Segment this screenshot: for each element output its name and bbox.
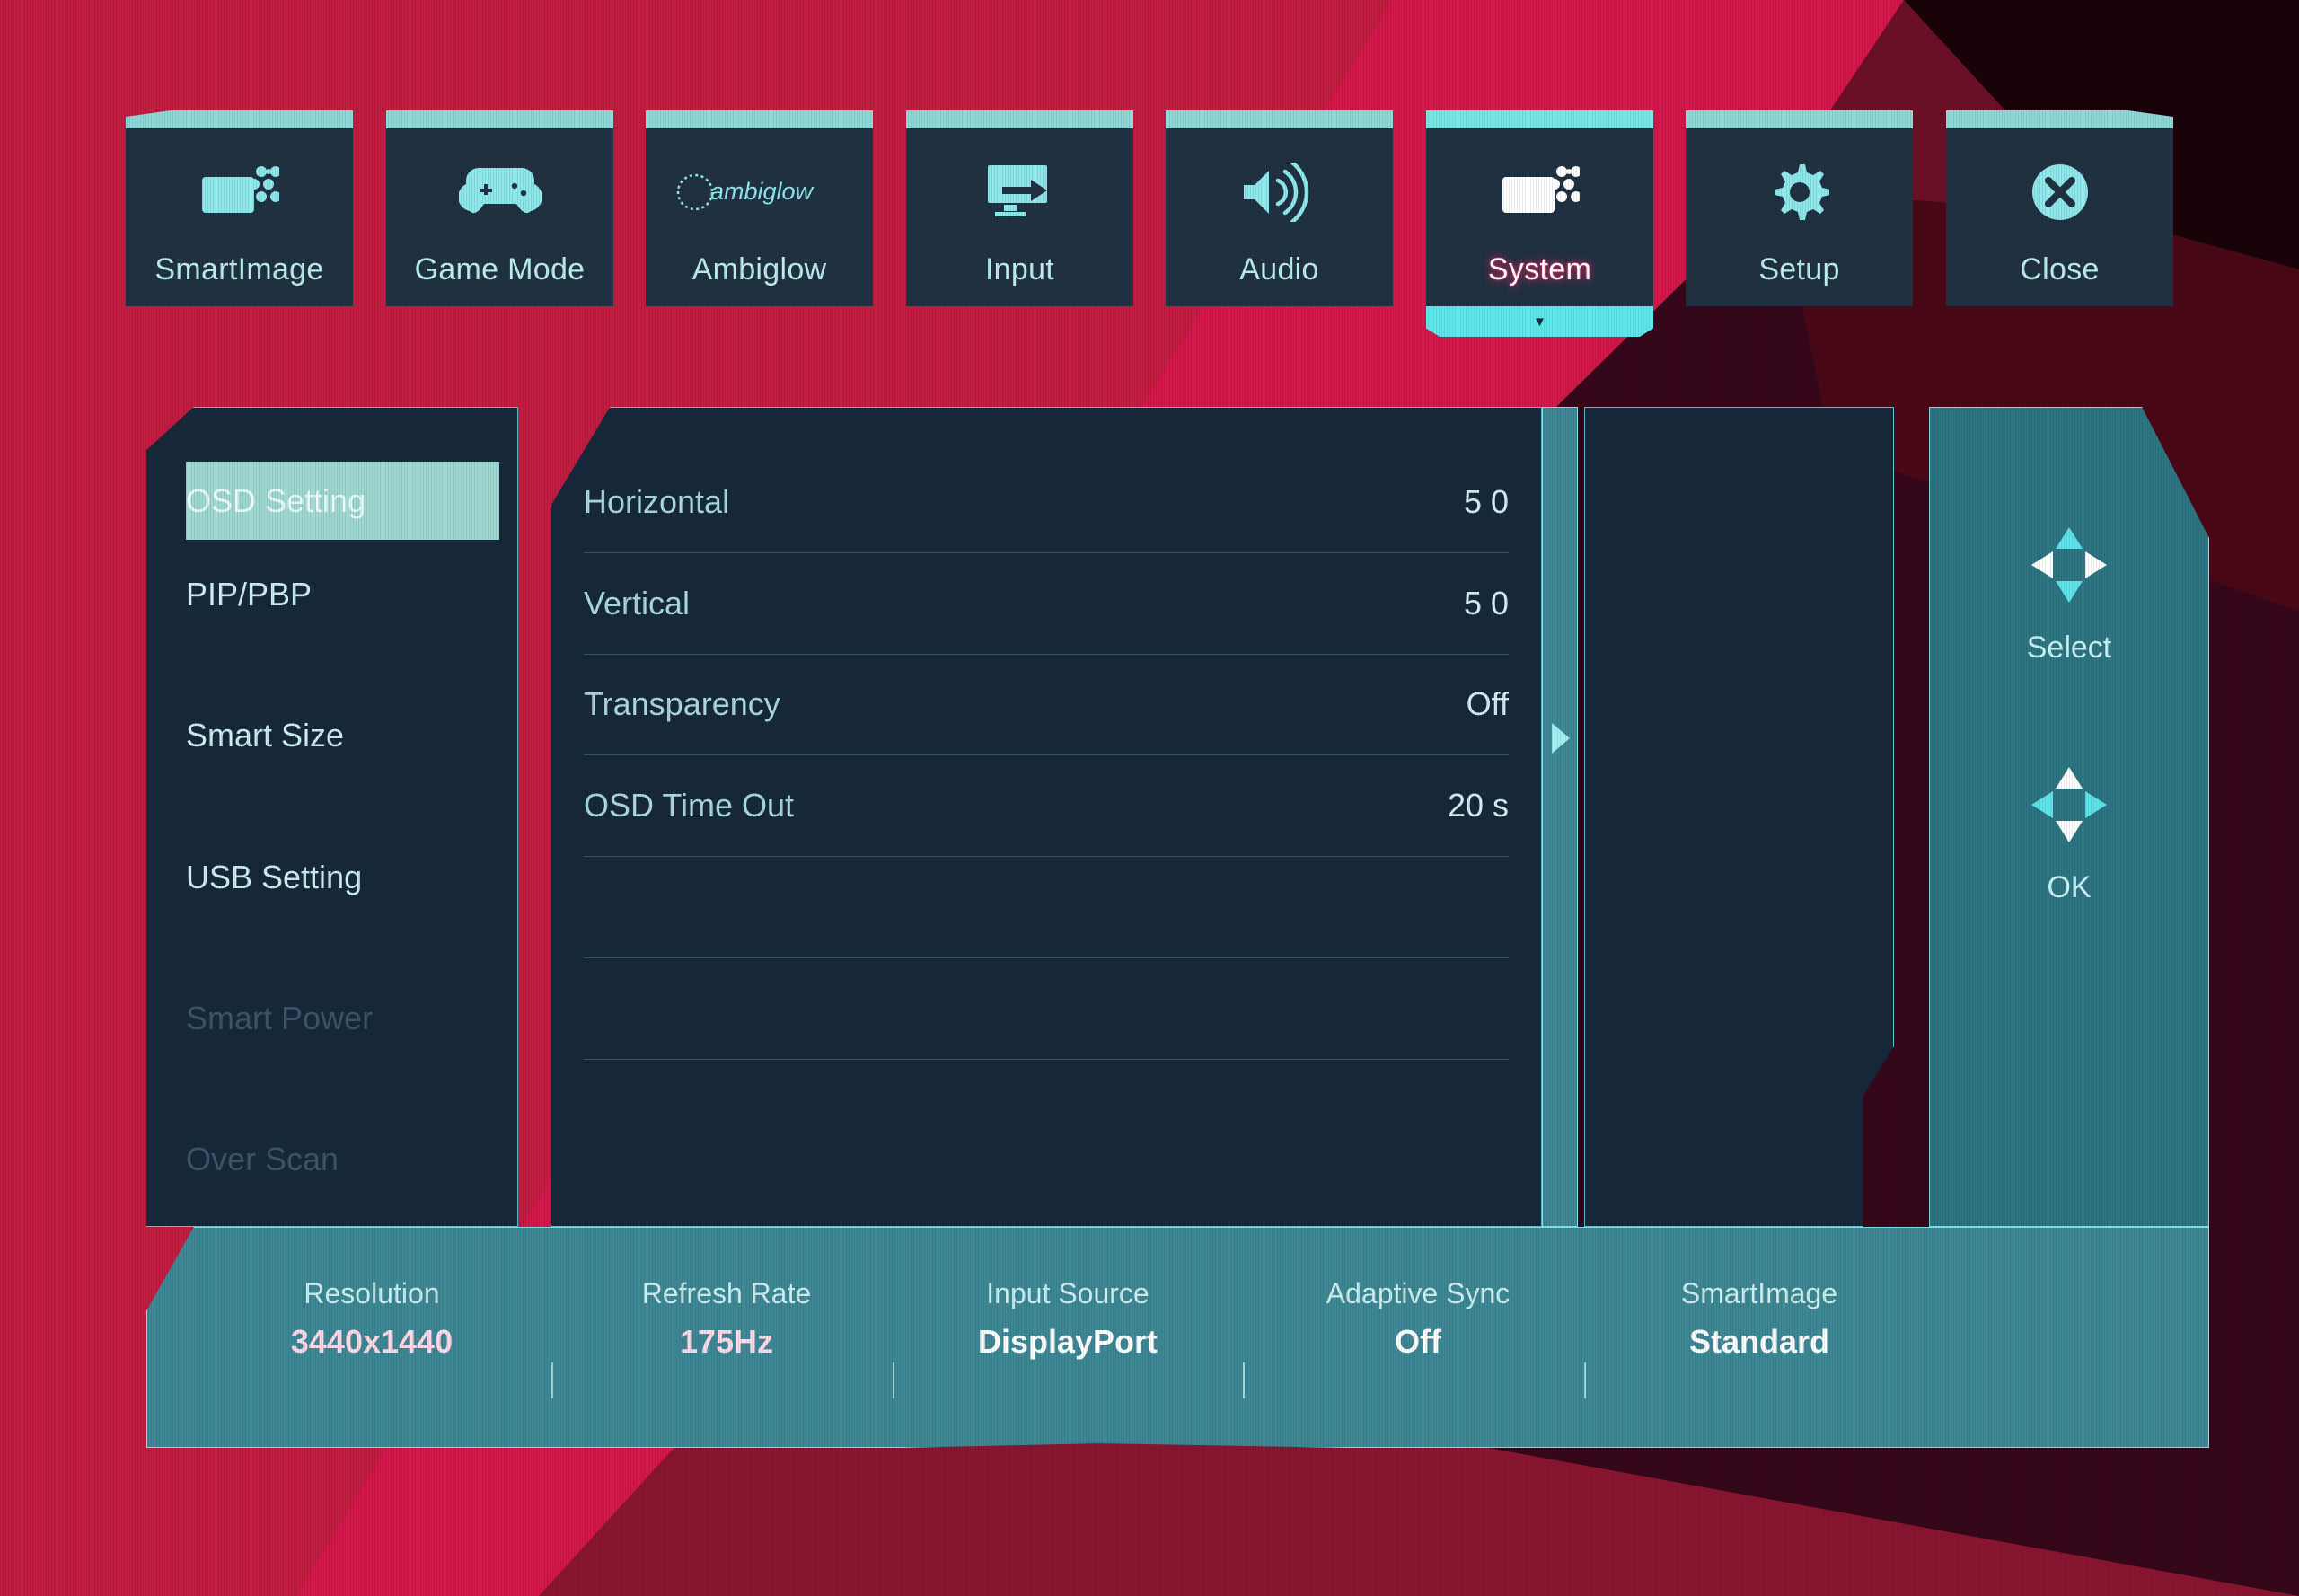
svg-text:ambiglow: ambiglow bbox=[710, 178, 815, 205]
